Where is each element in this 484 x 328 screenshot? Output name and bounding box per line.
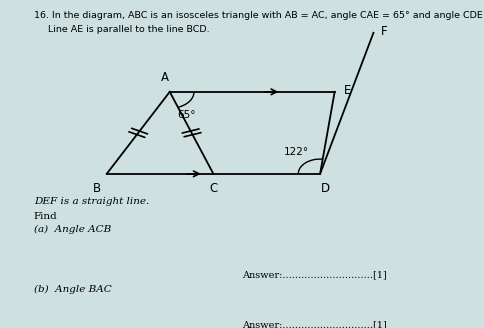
Text: C: C (209, 182, 217, 195)
Text: D: D (320, 182, 329, 195)
Text: (a)  Angle ACB: (a) Angle ACB (34, 225, 111, 234)
Text: B: B (93, 182, 101, 195)
Text: 65°: 65° (177, 110, 195, 120)
Text: Find: Find (34, 212, 58, 220)
Text: Answer:.............................[1]: Answer:.............................[1] (242, 320, 386, 328)
Text: Line AE is parallel to the line BCD.: Line AE is parallel to the line BCD. (48, 25, 210, 33)
Text: 122°: 122° (283, 148, 308, 157)
Text: 16. In the diagram, ABC is an isosceles triangle with AB = AC, angle CAE = 65° a: 16. In the diagram, ABC is an isosceles … (34, 11, 484, 20)
Text: A: A (161, 71, 168, 84)
Text: E: E (344, 84, 351, 97)
Text: (b)  Angle BAC: (b) Angle BAC (34, 285, 111, 295)
Text: DEF is a straight line.: DEF is a straight line. (34, 197, 149, 206)
Text: Answer:.............................[1]: Answer:.............................[1] (242, 271, 386, 279)
Text: F: F (380, 25, 387, 38)
